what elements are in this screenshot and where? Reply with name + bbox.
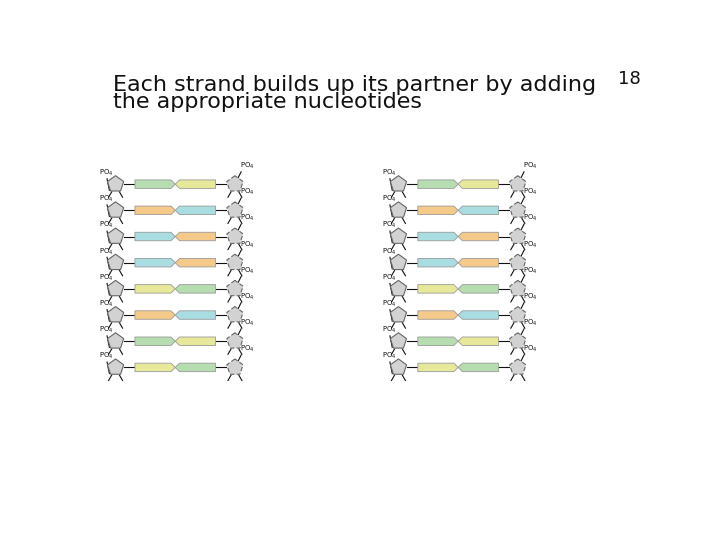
Polygon shape (227, 359, 243, 374)
Polygon shape (390, 254, 407, 269)
Text: PO$_4$: PO$_4$ (523, 266, 538, 276)
Polygon shape (107, 176, 124, 191)
Polygon shape (107, 228, 124, 244)
Polygon shape (227, 228, 243, 244)
Text: PO$_4$: PO$_4$ (382, 325, 397, 335)
Text: PO$_4$: PO$_4$ (240, 213, 255, 224)
Text: PO$_4$: PO$_4$ (523, 161, 538, 171)
Polygon shape (390, 176, 407, 191)
Polygon shape (510, 333, 526, 348)
Polygon shape (390, 359, 407, 374)
Polygon shape (458, 206, 498, 214)
Text: PO$_4$: PO$_4$ (99, 246, 114, 256)
Polygon shape (418, 259, 458, 267)
Polygon shape (135, 206, 175, 214)
Text: PO$_4$: PO$_4$ (240, 344, 255, 354)
Polygon shape (227, 307, 243, 322)
Text: PO$_4$: PO$_4$ (240, 318, 255, 328)
Polygon shape (175, 180, 215, 188)
Polygon shape (458, 363, 498, 372)
Polygon shape (418, 206, 458, 214)
Polygon shape (107, 333, 124, 348)
Polygon shape (227, 280, 243, 296)
Polygon shape (510, 359, 526, 374)
Polygon shape (135, 180, 175, 188)
Polygon shape (418, 232, 458, 241)
Polygon shape (510, 254, 526, 269)
Polygon shape (227, 333, 243, 348)
Polygon shape (175, 337, 215, 346)
Polygon shape (227, 254, 243, 269)
Text: PO$_4$: PO$_4$ (382, 273, 397, 283)
Polygon shape (418, 180, 458, 188)
Polygon shape (175, 259, 215, 267)
Polygon shape (458, 285, 498, 293)
Polygon shape (390, 228, 407, 244)
Text: PO$_4$: PO$_4$ (240, 266, 255, 276)
Text: PO$_4$: PO$_4$ (523, 187, 538, 197)
Text: PO$_4$: PO$_4$ (382, 220, 397, 231)
Polygon shape (458, 259, 498, 267)
Polygon shape (175, 206, 215, 214)
Text: PO$_4$: PO$_4$ (99, 351, 114, 361)
Text: PO$_4$: PO$_4$ (240, 187, 255, 197)
Polygon shape (107, 359, 124, 374)
Polygon shape (135, 337, 175, 346)
Polygon shape (418, 337, 458, 346)
Polygon shape (175, 285, 215, 293)
Text: 18: 18 (618, 70, 640, 88)
Text: PO$_4$: PO$_4$ (382, 246, 397, 256)
Text: PO$_4$: PO$_4$ (99, 220, 114, 231)
Polygon shape (458, 180, 498, 188)
Text: PO$_4$: PO$_4$ (523, 213, 538, 224)
Text: PO$_4$: PO$_4$ (523, 239, 538, 249)
Polygon shape (135, 363, 175, 372)
Polygon shape (107, 307, 124, 322)
Text: PO$_4$: PO$_4$ (382, 194, 397, 204)
Polygon shape (418, 285, 458, 293)
Polygon shape (510, 176, 526, 191)
Polygon shape (107, 254, 124, 269)
Polygon shape (175, 311, 215, 319)
Text: PO$_4$: PO$_4$ (523, 318, 538, 328)
Text: PO$_4$: PO$_4$ (382, 351, 397, 361)
Text: PO$_4$: PO$_4$ (99, 194, 114, 204)
Text: Each strand builds up its partner by adding: Each strand builds up its partner by add… (113, 75, 596, 95)
Polygon shape (390, 307, 407, 322)
Polygon shape (458, 311, 498, 319)
Polygon shape (107, 280, 124, 296)
Text: PO$_4$: PO$_4$ (240, 161, 255, 171)
Polygon shape (510, 280, 526, 296)
Polygon shape (135, 232, 175, 241)
Text: PO$_4$: PO$_4$ (382, 299, 397, 309)
Text: PO$_4$: PO$_4$ (99, 168, 114, 178)
Text: PO$_4$: PO$_4$ (240, 292, 255, 302)
Polygon shape (390, 202, 407, 217)
Text: PO$_4$: PO$_4$ (99, 273, 114, 283)
Polygon shape (135, 285, 175, 293)
Text: the appropriate nucleotides: the appropriate nucleotides (113, 92, 422, 112)
Polygon shape (227, 176, 243, 191)
Polygon shape (175, 232, 215, 241)
Text: PO$_4$: PO$_4$ (523, 292, 538, 302)
Polygon shape (510, 228, 526, 244)
Polygon shape (418, 311, 458, 319)
Polygon shape (510, 202, 526, 217)
Polygon shape (418, 363, 458, 372)
Text: PO$_4$: PO$_4$ (99, 299, 114, 309)
Text: PO$_4$: PO$_4$ (99, 325, 114, 335)
Polygon shape (510, 307, 526, 322)
Text: PO$_4$: PO$_4$ (382, 168, 397, 178)
Polygon shape (227, 202, 243, 217)
Text: PO$_4$: PO$_4$ (523, 344, 538, 354)
Polygon shape (390, 280, 407, 296)
Polygon shape (175, 363, 215, 372)
Polygon shape (107, 202, 124, 217)
Polygon shape (135, 311, 175, 319)
Text: PO$_4$: PO$_4$ (240, 239, 255, 249)
Polygon shape (458, 232, 498, 241)
Polygon shape (135, 259, 175, 267)
Polygon shape (458, 337, 498, 346)
Polygon shape (390, 333, 407, 348)
